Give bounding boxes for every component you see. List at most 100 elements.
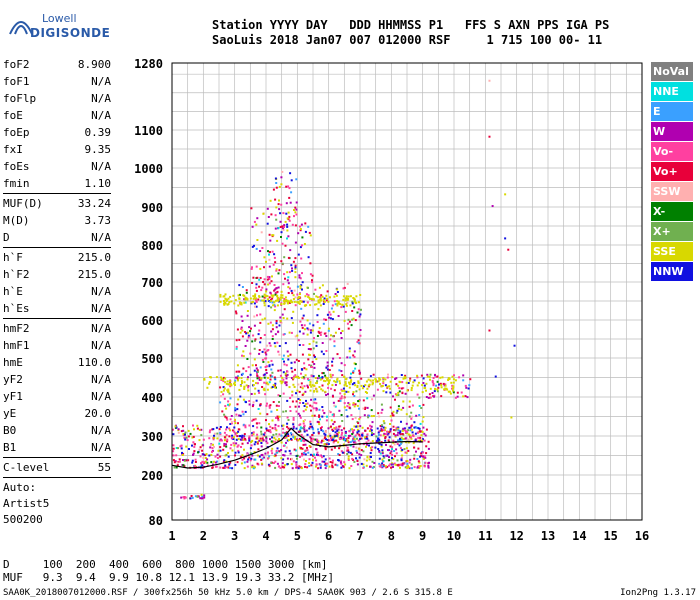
echo-point [310,385,313,388]
echo-point [322,379,325,382]
echo-point [356,460,359,462]
echo-point [422,377,425,380]
echo-point [343,437,346,440]
echo-point [256,377,259,380]
echo-point [380,445,383,448]
echo-point [204,460,207,463]
echo-point [240,302,243,304]
echo-point [262,360,265,363]
echo-point [287,185,290,188]
echo-point [232,442,235,445]
echo-point [369,446,372,449]
echo-point [440,395,443,398]
echo-point [282,228,285,231]
echo-point [225,434,228,437]
echo-point [295,410,298,413]
echo-point [326,361,329,364]
echo-point [391,453,394,456]
echo-point [229,295,232,298]
echo-point [356,341,359,343]
echo-point [346,356,349,359]
echo-point [240,315,243,318]
echo-point [439,376,442,379]
echo-point [462,379,465,382]
echo-point [181,451,183,454]
echo-point [246,452,249,455]
echo-point [172,447,175,450]
echo-point [280,290,283,293]
echo-point [230,300,233,303]
echo-point [324,463,327,466]
echo-point [307,286,309,289]
echo-point [292,425,295,428]
echo-point [399,442,402,445]
echo-point [378,415,381,418]
echo-point [358,315,361,318]
echo-point [256,442,259,445]
echo-point [343,406,346,409]
echo-point [372,373,375,376]
echo-point [231,434,234,437]
echo-point [284,277,286,280]
echo-point [182,459,184,461]
echo-point [192,435,195,438]
echo-point [418,396,421,399]
echo-point [271,375,274,378]
echo-point [242,294,245,297]
echo-point [225,300,228,302]
echo-point [241,410,244,413]
echo-point [331,436,334,439]
echo-point [357,308,360,311]
echo-point [242,398,245,401]
echo-point [248,424,251,427]
echo-point [432,384,435,387]
echo-point [267,429,270,432]
echo-point [287,439,290,442]
echo-point [276,341,279,344]
echo-point [292,427,295,430]
echo-point [259,412,262,415]
echo-point [296,334,299,337]
echo-point [268,364,271,367]
echo-point [417,436,420,439]
echo-point [318,408,321,411]
echo-point [267,216,270,218]
echo-point [362,463,365,466]
echo-point [351,418,354,421]
echo-point [447,390,450,393]
echo-point [255,289,258,292]
echo-point [301,353,304,356]
echo-point [382,429,385,432]
echo-point [233,302,236,305]
echo-point [340,388,343,391]
echo-point [315,303,318,306]
echo-point [189,432,192,435]
echo-point [436,380,439,383]
echo-point [224,293,227,296]
echo-point [235,312,238,315]
echo-point [405,413,408,416]
echo-point [256,372,258,375]
echo-point [452,387,455,390]
echo-point [333,446,336,449]
echo-point [254,293,257,296]
echo-point [291,321,294,324]
echo-point [342,387,345,390]
echo-point [313,363,316,365]
echo-point [322,455,325,458]
echo-point [316,321,319,323]
echo-point [200,428,203,431]
echo-point [235,370,238,373]
echo-point [305,460,307,462]
echo-point [292,418,295,421]
echo-point [228,392,231,395]
echo-point [307,386,309,389]
echo-point [394,429,397,432]
echo-point [248,439,251,442]
echo-point [234,418,236,421]
echo-point [360,377,363,380]
echo-point [236,376,239,379]
echo-point [242,423,245,426]
echo-point [247,334,250,337]
echo-point [267,305,270,308]
